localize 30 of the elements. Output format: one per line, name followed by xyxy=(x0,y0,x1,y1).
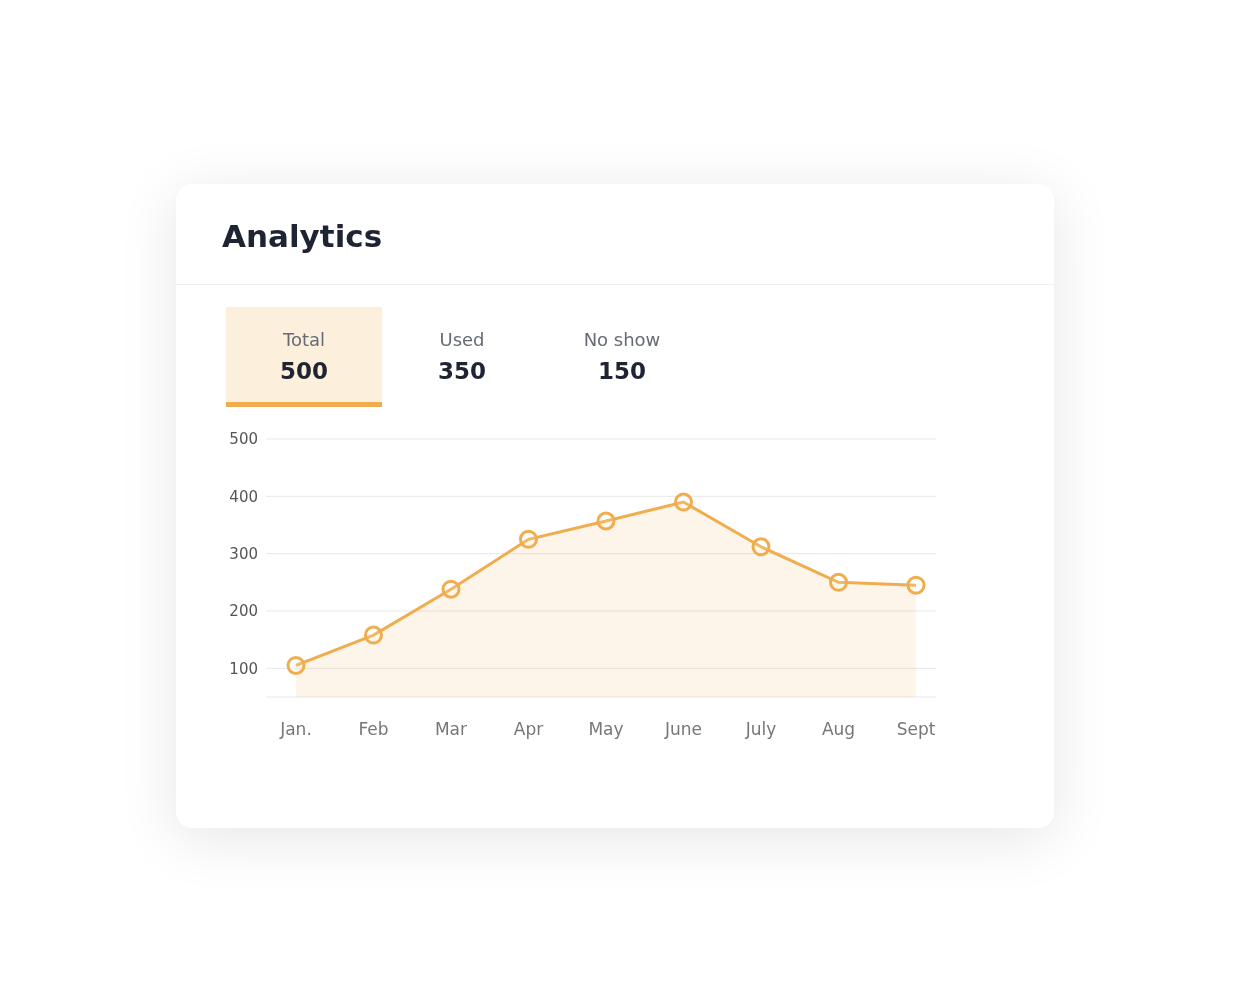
y-tick-label: 200 xyxy=(229,602,258,621)
x-tick-label: May xyxy=(588,719,624,740)
x-tick-label: Apr xyxy=(513,719,544,740)
text: Used xyxy=(438,329,486,350)
point xyxy=(596,511,616,531)
y-tick-label: 500 xyxy=(229,430,258,449)
point xyxy=(519,529,538,549)
text: 150 xyxy=(597,358,647,384)
y-tick-label: 400 xyxy=(229,487,258,506)
x-tick-label: Mar xyxy=(434,719,468,740)
x-tick-label: Sept xyxy=(896,719,936,740)
point xyxy=(674,492,693,512)
x-tick-label: July xyxy=(744,719,777,740)
x-tick-label: Jan. xyxy=(279,719,312,740)
point xyxy=(906,575,926,595)
text: Total xyxy=(281,329,326,350)
x-tick-label: Aug xyxy=(821,719,856,740)
point xyxy=(829,572,848,592)
chart-title: Analytics xyxy=(176,184,1054,285)
text: 350 xyxy=(437,358,487,384)
text: 500 xyxy=(279,358,329,384)
text: No show xyxy=(582,329,662,350)
point xyxy=(751,537,771,557)
x-tick-label: June xyxy=(663,719,703,740)
y-tick-label: 100 xyxy=(229,659,258,678)
point xyxy=(441,579,461,599)
x-tick-label: Feb xyxy=(358,719,389,740)
y-tick-label: 300 xyxy=(229,544,258,563)
point xyxy=(286,655,306,675)
point xyxy=(364,625,383,645)
